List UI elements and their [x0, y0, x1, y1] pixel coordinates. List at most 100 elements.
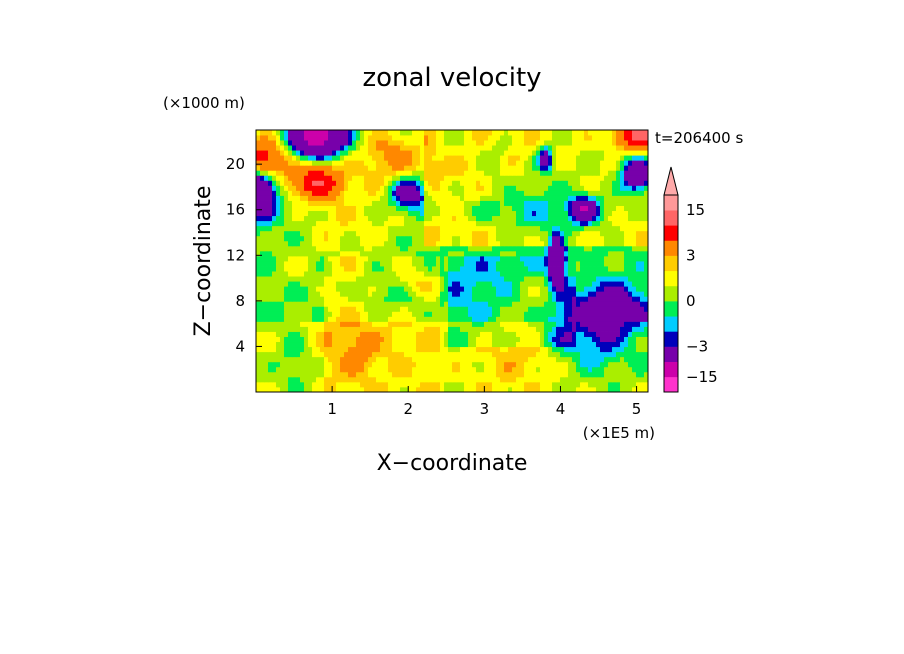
field-cell: [316, 276, 321, 282]
field-cell: [324, 185, 329, 191]
field-cell: [372, 200, 377, 206]
field-cell: [548, 341, 553, 348]
field-cell: [600, 316, 605, 322]
field-cell: [380, 311, 385, 317]
field-cell: [588, 341, 593, 348]
field-cell: [512, 175, 517, 181]
field-cell: [340, 145, 345, 151]
field-cell: [368, 145, 373, 151]
field-cell: [480, 261, 485, 267]
field-cell: [596, 250, 601, 257]
field-cell: [444, 361, 449, 368]
field-cell: [612, 215, 617, 222]
field-cell: [388, 190, 393, 196]
field-cell: [476, 135, 481, 141]
field-cell: [520, 230, 525, 237]
field-cell: [380, 240, 385, 247]
field-cell: [616, 250, 621, 257]
field-cell: [364, 321, 369, 327]
field-cell: [332, 386, 337, 392]
field-cell: [416, 266, 421, 272]
field-cell: [328, 250, 333, 257]
field-cell: [356, 150, 361, 156]
field-cell: [372, 150, 377, 156]
field-cell: [300, 205, 305, 212]
field-cell: [312, 386, 317, 392]
field-cell: [284, 150, 289, 156]
field-cell: [392, 316, 397, 322]
field-cell: [284, 381, 289, 388]
field-cell: [396, 255, 401, 262]
field-cell: [592, 170, 597, 176]
field-cell: [312, 180, 317, 186]
field-cell: [420, 200, 425, 206]
field-cell: [644, 150, 648, 156]
field-cell: [524, 271, 529, 277]
field-cell: [488, 276, 493, 282]
field-cell: [592, 376, 597, 383]
field-cell: [564, 301, 569, 307]
field-cell: [272, 381, 277, 388]
field-cell: [412, 276, 417, 282]
field-cell: [496, 286, 501, 292]
field-cell: [540, 165, 545, 171]
field-cell: [480, 245, 485, 252]
field-cell: [596, 135, 601, 141]
field-cell: [300, 210, 305, 217]
field-cell: [404, 225, 409, 232]
field-cell: [492, 281, 497, 287]
field-cell: [556, 150, 561, 156]
field-cell: [476, 170, 481, 176]
field-cell: [596, 301, 601, 307]
field-cell: [480, 165, 485, 171]
field-cell: [276, 150, 281, 156]
field-cell: [584, 135, 589, 141]
field-cell: [268, 331, 273, 337]
field-cell: [304, 276, 309, 282]
field-cell: [572, 346, 577, 353]
field-cell: [516, 230, 521, 237]
field-cell: [328, 336, 333, 343]
field-cell: [580, 381, 585, 388]
field-cell: [320, 336, 325, 343]
field-cell: [452, 271, 457, 277]
field-cell: [504, 261, 509, 267]
field-cell: [420, 235, 425, 242]
field-cell: [336, 386, 341, 392]
field-cell: [600, 351, 605, 358]
field-cell: [640, 336, 645, 343]
field-cell: [436, 386, 441, 392]
field-cell: [520, 200, 525, 206]
field-cell: [268, 296, 273, 302]
field-cell: [408, 145, 413, 151]
field-cell: [428, 255, 433, 262]
field-cell: [384, 220, 389, 227]
field-cell: [312, 165, 317, 171]
field-cell: [348, 386, 353, 392]
field-cell: [552, 346, 557, 353]
field-cell: [436, 291, 441, 297]
field-cell: [320, 266, 325, 272]
field-cell: [276, 180, 281, 186]
field-cell: [344, 331, 349, 337]
field-cell: [548, 266, 553, 272]
field-cell: [396, 351, 401, 358]
field-cell: [612, 361, 617, 368]
field-cell: [528, 240, 533, 247]
field-cell: [444, 296, 449, 302]
field-cell: [540, 150, 545, 156]
field-cell: [436, 210, 441, 217]
field-cell: [284, 230, 289, 237]
field-cell: [508, 225, 513, 232]
field-cell: [296, 356, 301, 363]
field-cell: [520, 145, 525, 151]
field-cell: [496, 301, 501, 307]
field-cell: [572, 160, 577, 166]
field-cell: [596, 286, 601, 292]
field-cell: [596, 311, 601, 317]
field-cell: [528, 225, 533, 232]
field-cell: [292, 266, 297, 272]
field-cell: [584, 175, 589, 181]
field-cell: [320, 386, 325, 392]
field-cell: [260, 336, 265, 343]
